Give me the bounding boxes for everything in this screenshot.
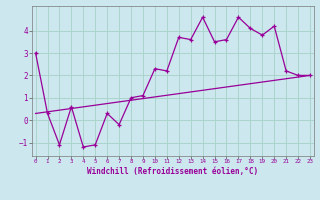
X-axis label: Windchill (Refroidissement éolien,°C): Windchill (Refroidissement éolien,°C) [87,167,258,176]
